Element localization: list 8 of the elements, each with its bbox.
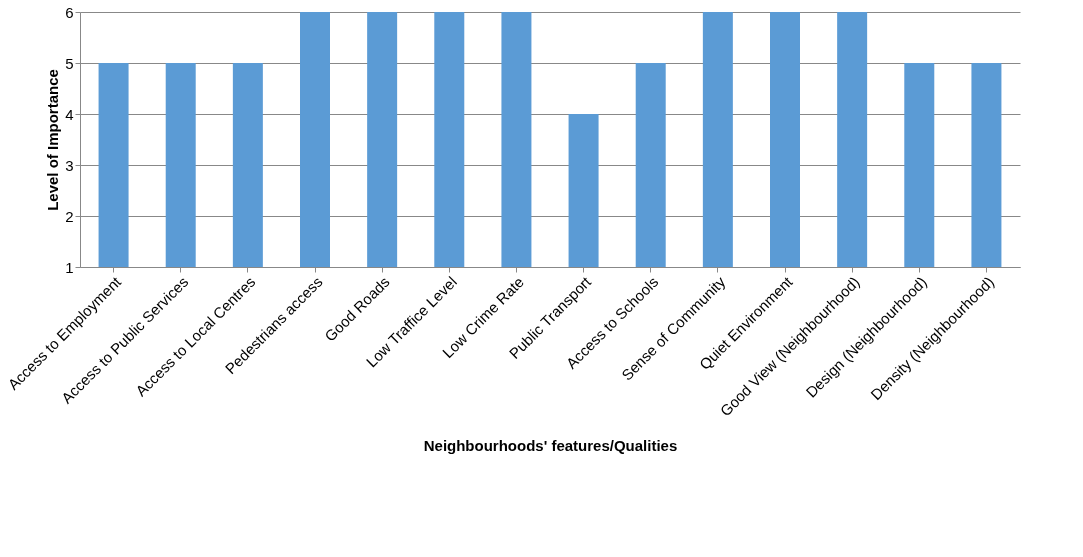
- y-tick-label: 4: [65, 105, 74, 123]
- y-axis-title: Level of Importance: [44, 69, 62, 211]
- y-tick-label: 6: [65, 3, 74, 21]
- x-axis-title: Neighbourhoods' features/Qualities: [423, 437, 678, 455]
- y-tick-label: 3: [65, 156, 74, 174]
- y-tick-label: 1: [65, 258, 74, 276]
- y-tick-label: 5: [65, 54, 74, 72]
- y-tick-label: 2: [65, 207, 74, 225]
